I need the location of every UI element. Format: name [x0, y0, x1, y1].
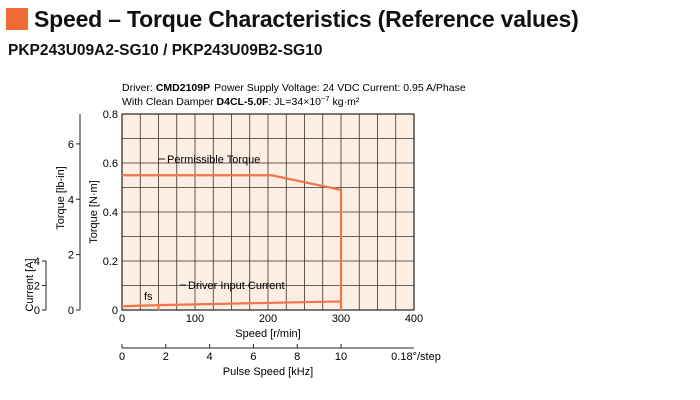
- pulse-tick-label: 4: [207, 351, 213, 363]
- x-tick-label: 400: [405, 313, 423, 325]
- pulse-tick-label: 0: [119, 351, 125, 363]
- supply-text: Power Supply Voltage: 24 VDC Current: 0.…: [214, 82, 466, 94]
- pulse-tick-label: 6: [250, 351, 256, 363]
- driver-model: CMD2109P: [156, 82, 210, 94]
- y2-tick-label: 0: [68, 305, 74, 317]
- fs-label: fs: [144, 291, 153, 303]
- current-tick-label: 0: [34, 305, 40, 317]
- pulse-tick-label: 2: [163, 351, 169, 363]
- product-models: PKP243U09A2-SG10 / PKP243U09B2-SG10: [8, 42, 323, 59]
- y-tick-label: 0.2: [103, 256, 118, 268]
- title-bar: Speed – Torque Characteristics (Referenc…: [0, 4, 579, 34]
- y2-tick-label: 4: [68, 194, 74, 206]
- y-tick-label: 0.6: [103, 158, 118, 170]
- conditions-line-1: Driver: CMD2109P Power Supply Voltage: 24…: [122, 82, 466, 94]
- plot-frame: [121, 113, 415, 311]
- y-tick-label: 0.4: [103, 207, 118, 219]
- x-tick-label: 100: [186, 313, 204, 325]
- driver-label: Driver:: [122, 82, 156, 94]
- y-tick-label: 0.8: [103, 109, 118, 121]
- current-tick-label: 2: [34, 281, 40, 293]
- y2-tick-label: 6: [68, 139, 74, 151]
- x-tick-label: 0: [119, 313, 125, 325]
- current-axis-label: Current [A]: [24, 258, 36, 311]
- inertia-exponent: −7: [321, 94, 330, 103]
- page-title: Speed – Torque Characteristics (Referenc…: [34, 5, 579, 32]
- x-axis-label: Speed [r/min]: [235, 328, 300, 340]
- pulse-tick-label: 10: [335, 351, 347, 363]
- title-accent-square: [6, 8, 28, 30]
- damper-model: D4CL-5.0F: [217, 96, 270, 108]
- y2-axis-label: Torque [lb-in]: [55, 166, 67, 230]
- damper-label: With Clean Damper: [122, 96, 217, 108]
- y-tick-label: 0: [112, 305, 118, 317]
- inertia-unit: kg·m²: [330, 96, 360, 108]
- conditions-line-2: With Clean Damper D4CL-5.0F: JL=34×10−7 …: [122, 94, 360, 108]
- y-axis-label: Torque [N·m]: [88, 180, 100, 244]
- driver-input-current-label: Driver Input Current: [188, 280, 285, 292]
- pulse-step-label: 0.18°/step: [391, 351, 441, 363]
- x-tick-label: 200: [259, 313, 277, 325]
- pulse-tick-label: 8: [294, 351, 300, 363]
- inertia-text: : JL=34×10: [268, 96, 321, 108]
- x-tick-label: 300: [332, 313, 350, 325]
- permissible-torque-line: [122, 174, 343, 310]
- permissible-torque-label: Permissible Torque: [167, 154, 260, 166]
- y2-tick-label: 2: [68, 250, 74, 262]
- current-tick-label: 4: [34, 256, 40, 268]
- pulse-axis-label: Pulse Speed [kHz]: [223, 366, 314, 378]
